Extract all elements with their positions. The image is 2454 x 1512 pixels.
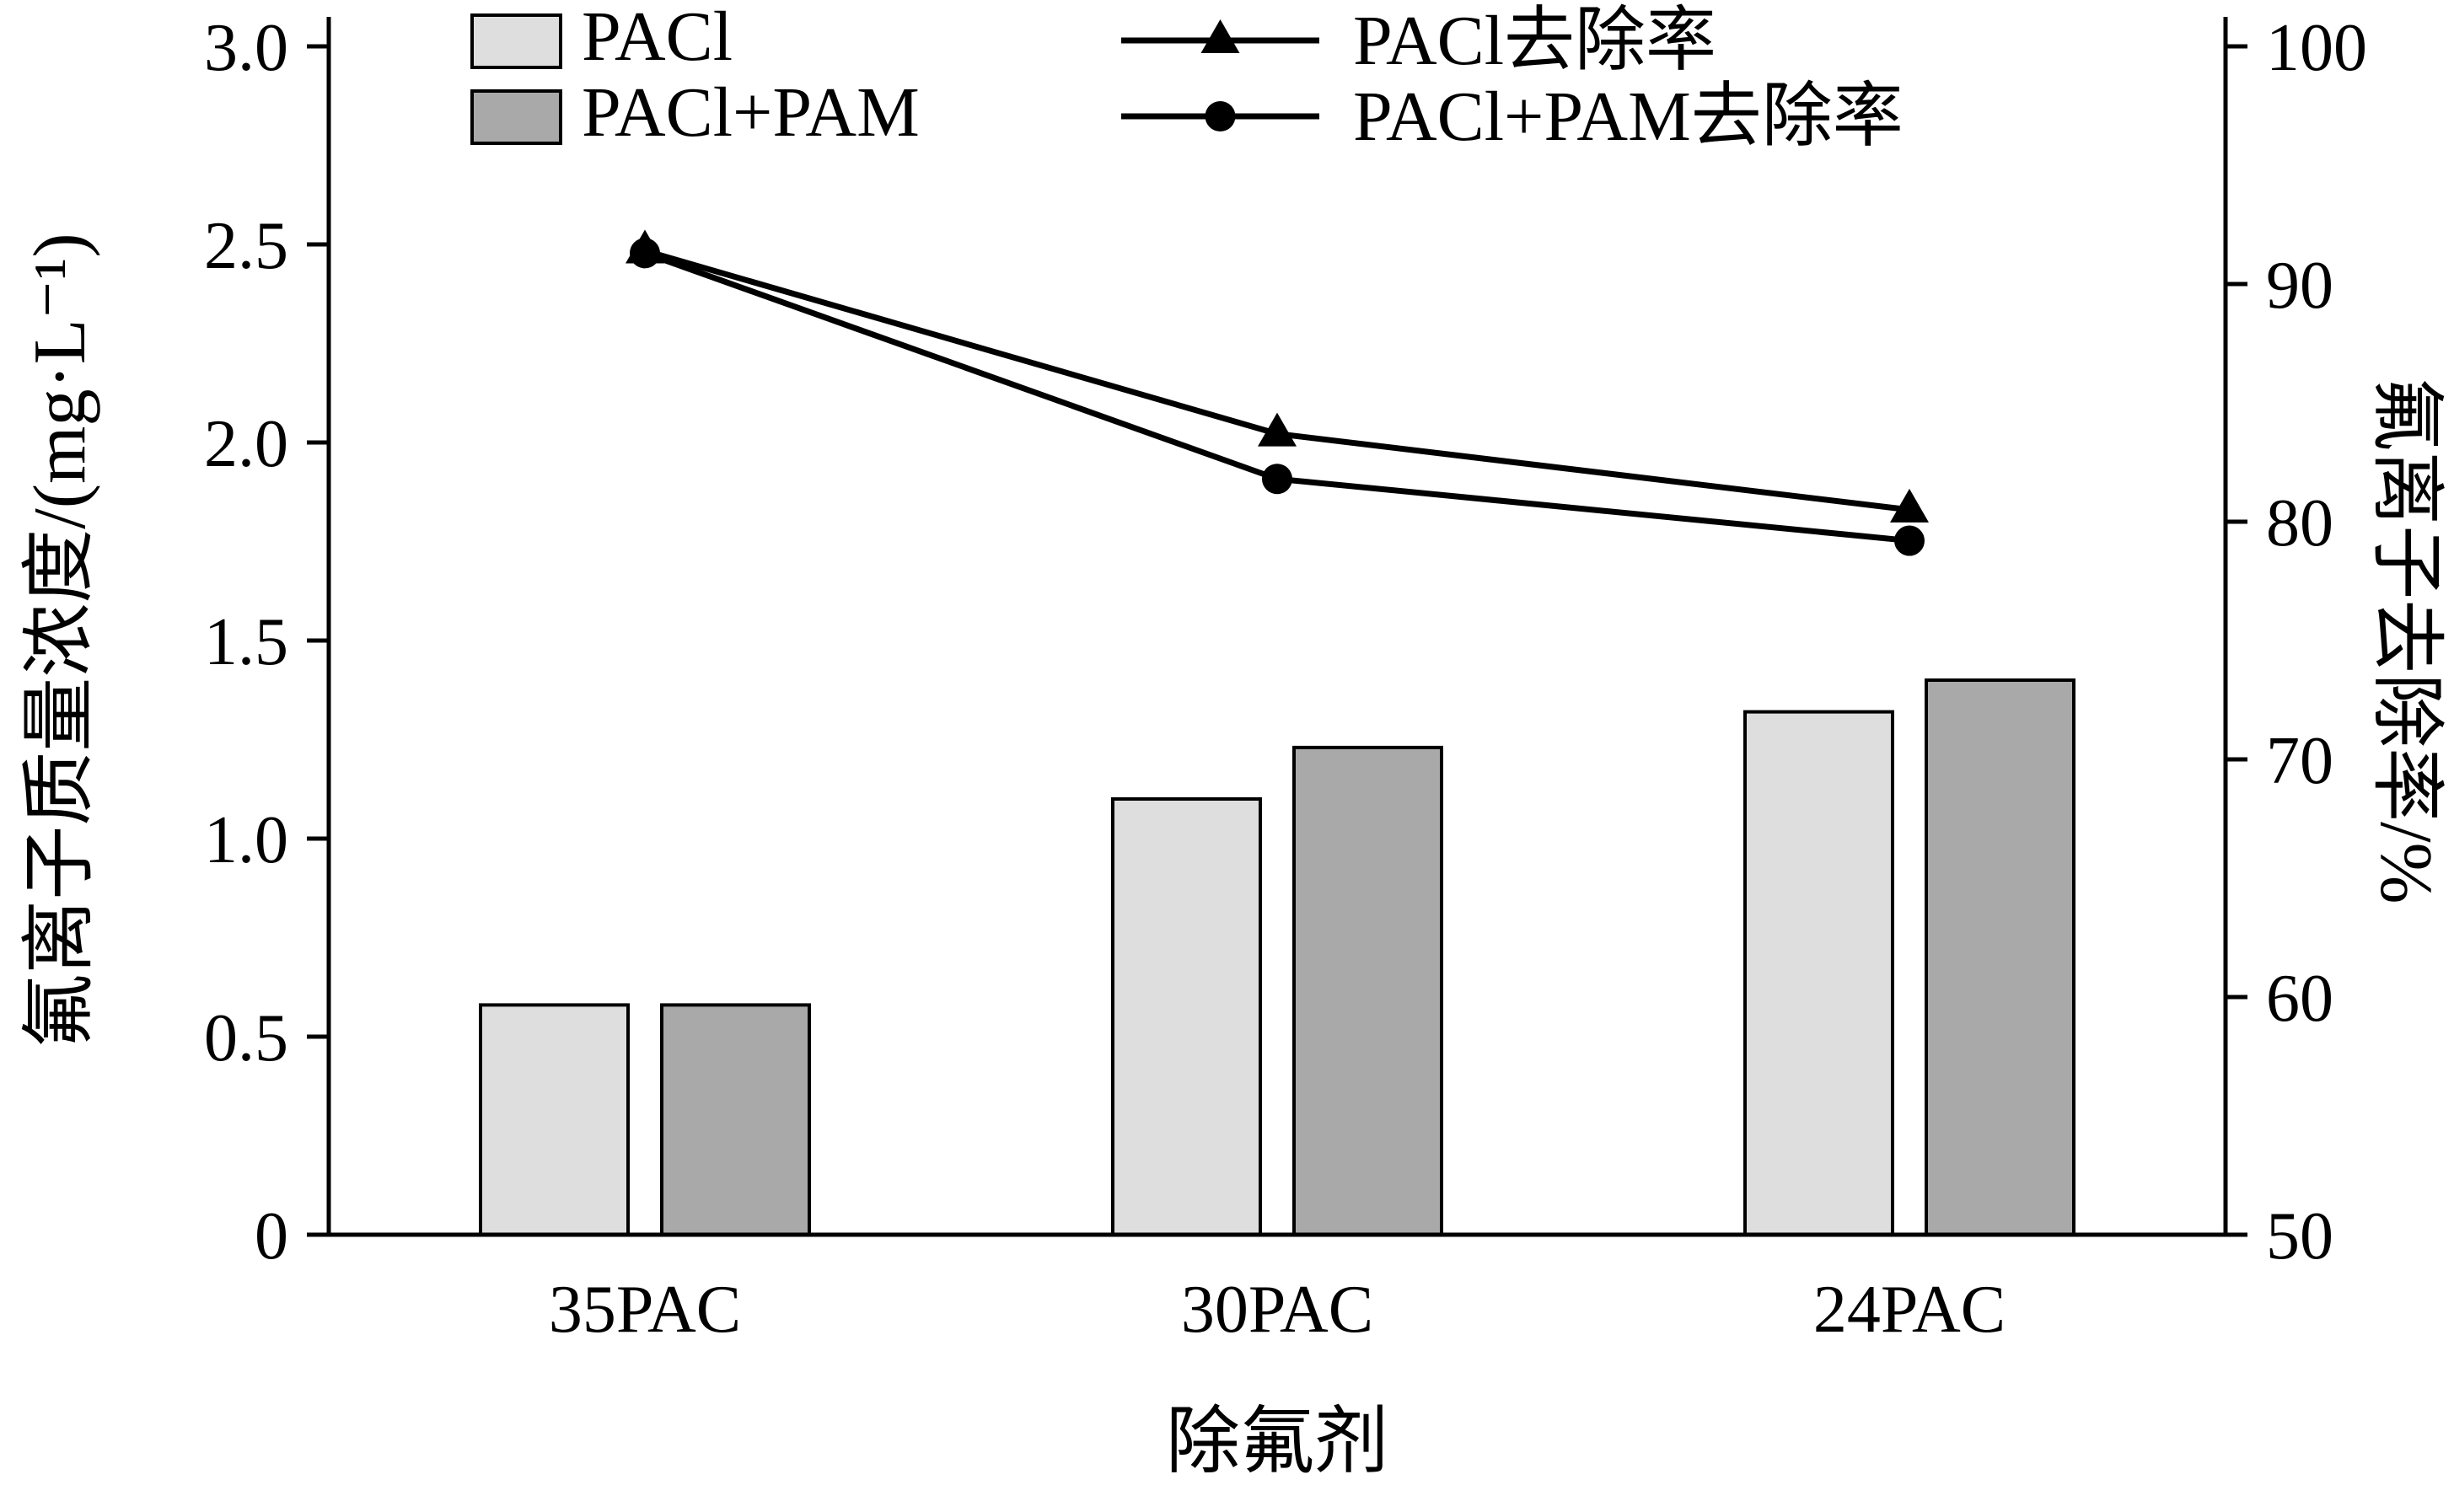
left-axis-title: 氟离子质量浓度/(mg·L⁻¹) bbox=[19, 233, 101, 1048]
legend-label-line-1: PACl+PAM去除率 bbox=[1353, 78, 1904, 156]
bar-pacl-30pac bbox=[1111, 797, 1262, 1236]
x-axis-title: 除氟剂 bbox=[1166, 1402, 1388, 1483]
bar-pacl-pam-24pac bbox=[1925, 678, 2075, 1236]
triangle-marker bbox=[1258, 412, 1297, 447]
x-category-label: 24PAC bbox=[1813, 1273, 2006, 1347]
right-axis-title: 氟离子去除率/% bbox=[2365, 377, 2446, 904]
right-tick-label: 70 bbox=[2266, 724, 2333, 798]
legend-swatch-1 bbox=[470, 89, 562, 145]
line-series-1 bbox=[643, 250, 1910, 544]
triangle-marker bbox=[1890, 488, 1929, 523]
left-tick-label: 0.5 bbox=[204, 1001, 288, 1075]
left-tick-label: 0 bbox=[255, 1199, 288, 1273]
circle-marker bbox=[630, 238, 660, 269]
x-category-label: 35PAC bbox=[549, 1273, 741, 1347]
right-tick-label: 90 bbox=[2266, 249, 2333, 323]
legend-label-bar-0: PACl bbox=[582, 0, 733, 76]
right-tick-label: 60 bbox=[2266, 962, 2333, 1036]
legend-triangle-marker bbox=[1200, 19, 1240, 53]
bar-pacl-24pac bbox=[1743, 710, 1894, 1236]
legend-circle-marker bbox=[1205, 101, 1236, 131]
x-category-label: 30PAC bbox=[1181, 1273, 1373, 1347]
bar-pacl-35pac bbox=[479, 1003, 630, 1237]
right-tick-label: 80 bbox=[2266, 486, 2333, 560]
circle-marker bbox=[1894, 525, 1925, 556]
bar-pacl-pam-30pac bbox=[1292, 745, 1443, 1236]
legend-swatch-0 bbox=[470, 13, 562, 69]
bar-pacl-pam-35pac bbox=[660, 1003, 811, 1237]
left-tick-label: 2.5 bbox=[204, 209, 288, 283]
legend-label-bar-1: PACl+PAM bbox=[582, 73, 920, 152]
left-tick-label: 1.5 bbox=[204, 605, 288, 679]
circle-marker bbox=[1262, 464, 1292, 495]
left-tick-label: 1.0 bbox=[204, 803, 288, 877]
left-tick-label: 2.0 bbox=[204, 407, 288, 481]
left-tick-label: 3.0 bbox=[204, 11, 288, 85]
legend-label-line-0: PACl去除率 bbox=[1353, 2, 1716, 80]
right-tick-label: 50 bbox=[2266, 1199, 2333, 1273]
right-tick-label: 100 bbox=[2266, 11, 2367, 85]
